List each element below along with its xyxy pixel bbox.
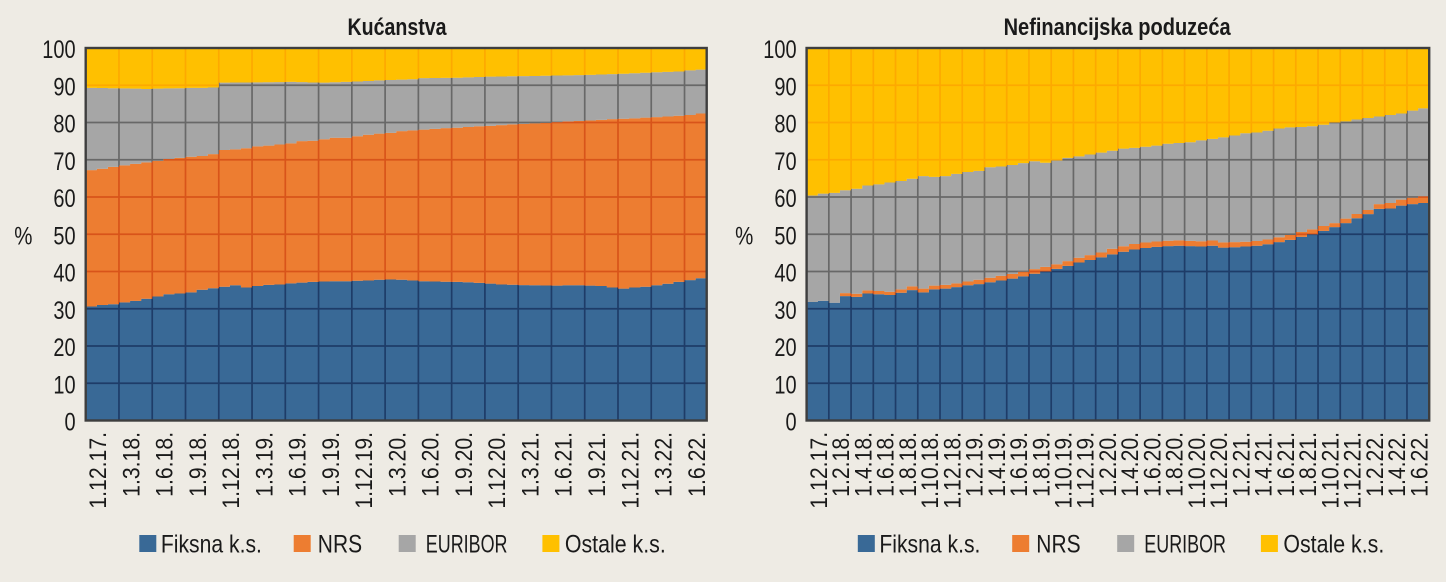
svg-text:1.8.21.: 1.8.21.: [1295, 432, 1322, 497]
svg-text:Ostale k.s.: Ostale k.s.: [1283, 531, 1384, 559]
svg-text:1.3.18.: 1.3.18.: [118, 432, 145, 497]
svg-text:1.12.21.: 1.12.21.: [617, 432, 644, 509]
svg-text:1.6.19.: 1.6.19.: [285, 432, 312, 497]
svg-text:1.12.17.: 1.12.17.: [85, 432, 112, 509]
svg-text:20: 20: [774, 334, 796, 362]
svg-text:1.12.19.: 1.12.19.: [1073, 432, 1100, 509]
svg-text:1.4.19.: 1.4.19.: [984, 432, 1011, 497]
svg-text:70: 70: [774, 148, 796, 176]
svg-text:1.4.21.: 1.4.21.: [1251, 432, 1278, 497]
svg-text:1.12.18.: 1.12.18.: [939, 432, 966, 509]
svg-text:NRS: NRS: [1036, 531, 1080, 559]
svg-text:30: 30: [53, 297, 75, 325]
svg-text:1.4.22.: 1.4.22.: [1384, 432, 1411, 497]
svg-text:90: 90: [53, 73, 75, 101]
svg-text:1.12.17.: 1.12.17.: [806, 432, 833, 509]
svg-text:1.6.20.: 1.6.20.: [1139, 432, 1166, 497]
svg-text:1.2.18.: 1.2.18.: [828, 432, 855, 497]
svg-text:80: 80: [774, 111, 796, 139]
svg-text:40: 40: [53, 260, 75, 288]
svg-text:1.2.19.: 1.2.19.: [962, 432, 989, 497]
svg-text:1.9.20.: 1.9.20.: [451, 432, 478, 497]
svg-text:1.12.20.: 1.12.20.: [1206, 432, 1233, 509]
svg-text:1.12.18.: 1.12.18.: [218, 432, 245, 509]
svg-text:%: %: [735, 222, 753, 250]
svg-text:70: 70: [53, 148, 75, 176]
svg-text:100: 100: [42, 36, 75, 64]
svg-text:Ostale k.s.: Ostale k.s.: [565, 531, 666, 559]
svg-text:30: 30: [774, 297, 796, 325]
svg-text:1.6.21.: 1.6.21.: [551, 432, 578, 497]
svg-text:1.10.21.: 1.10.21.: [1317, 432, 1344, 509]
svg-text:1.6.22.: 1.6.22.: [1406, 432, 1433, 497]
svg-text:EURIBOR: EURIBOR: [426, 531, 508, 559]
svg-text:1.10.19.: 1.10.19.: [1051, 432, 1078, 509]
svg-text:1.12.19.: 1.12.19.: [351, 432, 378, 509]
svg-text:Kućanstva: Kućanstva: [348, 14, 448, 41]
svg-text:1.10.20.: 1.10.20.: [1184, 432, 1211, 509]
svg-text:10: 10: [53, 371, 75, 399]
svg-text:1.9.21.: 1.9.21.: [584, 432, 611, 497]
svg-text:Fiksna k.s.: Fiksna k.s.: [879, 531, 980, 559]
svg-text:80: 80: [53, 111, 75, 139]
svg-text:1.4.18.: 1.4.18.: [850, 432, 877, 497]
svg-text:1.9.19.: 1.9.19.: [318, 432, 345, 497]
svg-text:1.8.19.: 1.8.19.: [1028, 432, 1055, 497]
svg-text:1.6.22.: 1.6.22.: [684, 432, 711, 497]
svg-text:1.3.21.: 1.3.21.: [517, 432, 544, 497]
svg-text:0: 0: [786, 409, 797, 437]
svg-text:1.6.18.: 1.6.18.: [152, 432, 179, 497]
svg-text:1.3.20.: 1.3.20.: [384, 432, 411, 497]
svg-text:90: 90: [774, 73, 796, 101]
svg-text:20: 20: [53, 334, 75, 362]
svg-text:50: 50: [53, 222, 75, 250]
svg-text:Nefinancijska poduzeća: Nefinancijska poduzeća: [1004, 14, 1232, 41]
svg-text:1.6.18.: 1.6.18.: [873, 432, 900, 497]
svg-text:1.9.18.: 1.9.18.: [185, 432, 212, 497]
svg-text:1.6.19.: 1.6.19.: [1006, 432, 1033, 497]
svg-text:1.2.22.: 1.2.22.: [1362, 432, 1389, 497]
svg-text:1.3.19.: 1.3.19.: [251, 432, 278, 497]
svg-text:1.2.21.: 1.2.21.: [1228, 432, 1255, 497]
svg-text:EURIBOR: EURIBOR: [1144, 531, 1226, 559]
svg-text:1.3.22.: 1.3.22.: [651, 432, 678, 497]
svg-text:1.8.20.: 1.8.20.: [1162, 432, 1189, 497]
svg-text:1.8.18.: 1.8.18.: [895, 432, 922, 497]
svg-text:NRS: NRS: [318, 531, 362, 559]
svg-text:1.6.21.: 1.6.21.: [1273, 432, 1300, 497]
svg-text:0: 0: [65, 409, 76, 437]
svg-text:10: 10: [774, 371, 796, 399]
svg-text:1.6.20.: 1.6.20.: [418, 432, 445, 497]
svg-text:1.12.20.: 1.12.20.: [484, 432, 511, 509]
svg-text:60: 60: [53, 185, 75, 213]
svg-text:1.10.18.: 1.10.18.: [917, 432, 944, 509]
svg-text:Fiksna k.s.: Fiksna k.s.: [161, 531, 262, 559]
svg-text:1.2.20.: 1.2.20.: [1095, 432, 1122, 497]
svg-text:60: 60: [774, 185, 796, 213]
svg-text:40: 40: [774, 260, 796, 288]
svg-text:50: 50: [774, 222, 796, 250]
svg-text:1.12.21.: 1.12.21.: [1340, 432, 1367, 509]
svg-text:%: %: [14, 222, 32, 250]
svg-text:1.4.20.: 1.4.20.: [1117, 432, 1144, 497]
svg-text:100: 100: [763, 36, 796, 64]
